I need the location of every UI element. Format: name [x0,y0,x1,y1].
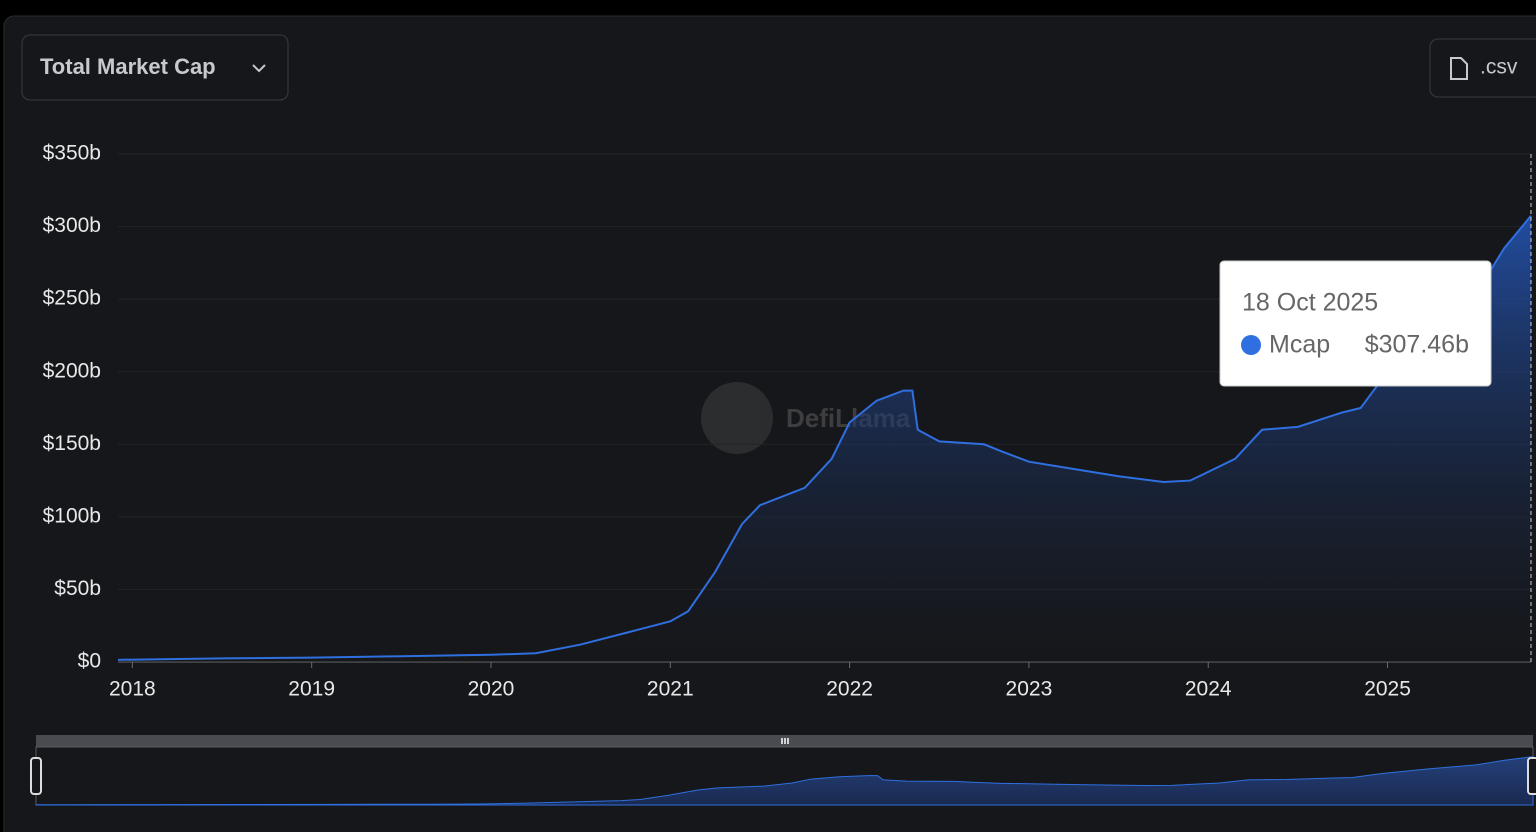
tooltip-series: Mcap [1269,331,1330,359]
chevron[interactable] [252,64,266,73]
x-tick-label: 2023 [1006,678,1053,701]
y-tick-label: $50b [54,577,101,600]
y-tick-label: $250b [43,287,101,310]
y-tick-label: $100b [43,504,101,527]
tooltip-marker [1241,335,1261,355]
y-tick-label: $200b [43,359,101,382]
tooltip-date: 18 Oct 2025 [1242,289,1378,317]
metric-dropdown[interactable]: Total Market Cap [21,34,289,101]
x-tick-label: 2025 [1364,678,1411,701]
y-tick-label: $300b [43,214,101,237]
y-tick-label: $0 [78,650,101,673]
y-tick-label: $350b [43,142,101,165]
x-tick-label: 2021 [647,678,694,701]
minimap-grip[interactable] [781,738,789,744]
area-fill [118,215,1531,662]
minimap-area [35,756,1534,806]
x-tick-label: 2022 [826,678,873,701]
x-tick-label: 2024 [1185,678,1232,701]
x-tick-label: 2020 [468,678,515,701]
y-tick-label: $150b [43,432,101,455]
tooltip-value: $307.46b [1365,331,1469,359]
file-icon[interactable] [1450,57,1468,80]
minimap-handle[interactable] [1527,757,1536,795]
csv-box[interactable] [1429,38,1536,98]
tooltip-box [1219,260,1492,387]
minimap-handle[interactable] [30,757,42,795]
csv-label[interactable]: .csv [1480,56,1518,79]
dropdown-label[interactable]: Total Market Cap [40,54,216,79]
dropdown-box[interactable] [21,34,289,101]
x-tick-label: 2018 [109,678,156,701]
watermark-logo [701,382,773,454]
x-tick-label: 2019 [288,678,335,701]
csv-button[interactable]: .csv [1429,38,1536,98]
area-line [117,215,1532,661]
